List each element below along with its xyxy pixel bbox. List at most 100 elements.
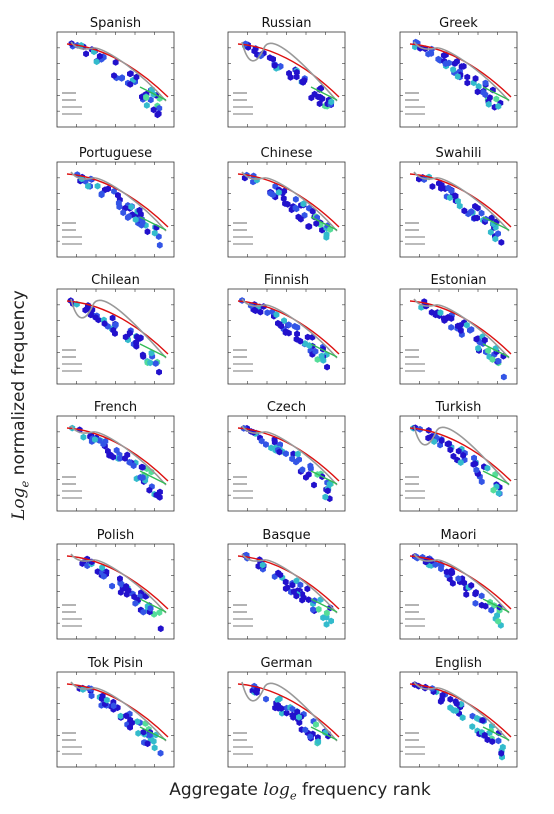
panel-french: French [56,400,175,512]
hexbin-cell [118,580,125,588]
hexbin-cell [469,712,476,720]
hexbin-cell [156,241,163,249]
hexbin-cell [444,440,451,448]
hexbin-cell [455,447,462,455]
fit-curve-red [66,43,169,98]
hexbin-cell [495,102,502,110]
hexbin-cell [300,594,307,602]
hexbin-cell [446,59,452,67]
hexbin-cell [93,58,100,66]
hexbin-cell [443,568,450,576]
hexbin-cell [293,68,300,76]
fit-curve-red [66,683,169,738]
fit-curve-green [139,598,167,613]
panel-title: Czech [267,400,306,415]
hexbin-cell [478,209,485,217]
fit-curve-green [482,598,510,613]
panel-german: German [227,656,346,768]
hexbin-cell [437,698,444,705]
hexbin-cell [112,59,119,66]
hexbin-cell [299,78,306,86]
hexbin-cell [305,596,312,604]
fit-curve-red [66,173,169,228]
hexbin-cell [457,322,464,329]
hexbin-cell [459,714,466,722]
hexbin-cell [117,575,123,583]
hexbin-cell [308,94,315,102]
hexbin-cell [283,709,290,717]
hexbin-cell [485,347,492,354]
hexbin-cell [294,708,301,716]
hexbin-cell [493,95,500,103]
hexbin-cell [300,200,307,208]
hexbin-cell [453,700,460,707]
hexbin-cell [105,185,111,193]
hexbin-cell [132,600,139,607]
hexbin-cell [437,309,444,317]
hexbin-cell [294,330,300,338]
fit-curve-green [139,86,167,101]
hexbin-cell [495,617,502,625]
fit-curve-gray [413,41,510,102]
hexbin-cell [115,199,122,207]
hexbin-cell [150,737,157,745]
hexbin-cell [447,695,454,703]
hexbin-cell [499,743,506,751]
hexbin-cell [428,50,435,57]
hexbin-cell [458,327,464,334]
panel-title: Portuguese [79,146,152,161]
fit-curve-green [310,216,338,231]
hexbin-cell [307,462,314,470]
hexbin-cell [123,583,130,590]
panel-polish: Polish [56,528,175,640]
panel-title: Chinese [261,146,313,161]
hexbin-cell [464,73,471,81]
fit-curve-green [482,86,510,101]
hexbin-cell [293,577,300,585]
fit-curve-red [237,555,340,610]
fit-curve-gray [70,171,167,232]
hexbin-cell [469,723,476,730]
hexbin-cell [125,213,132,220]
hexbin-cell [324,363,330,371]
fit-curve-red [237,173,340,228]
hexbin-cell [139,474,146,481]
hexbin-cell [455,575,462,583]
hexbin-cell [484,736,491,744]
fit-curve-gray [413,681,510,742]
fit-curve-gray [241,681,338,742]
hexbin-cell [80,433,87,441]
hexbin-cell [275,569,282,577]
hexbin-cell [485,100,492,108]
hexbin-cell [310,606,316,613]
hexbin-cell [328,617,334,625]
hexbin-cell [445,184,452,192]
fit-curve-gray [241,425,338,486]
hexbin-cell [323,609,330,617]
hexbin-cell [275,702,281,709]
hexbin-cell [488,606,495,614]
hexbin-cell [117,454,123,462]
hexbin-cell [148,349,155,357]
hexbin-cell [463,591,470,598]
fit-curve-red [409,555,512,610]
hexbin-cell [294,450,301,458]
hexbin-cell [295,213,302,221]
hexbin-cell [478,592,485,600]
hexbin-cell [473,335,480,343]
hexbin-cell [445,313,451,321]
hexbin-cell [289,455,296,463]
hexbin-cell [271,438,278,446]
fit-curve-gray [70,681,167,742]
hexbin-cell [140,608,147,616]
hexbin-cell [472,599,479,607]
hexbin-cell [463,321,470,329]
hexbin-cell [302,726,309,734]
fit-curve-green [482,343,510,358]
hexbin-cell [82,306,89,314]
hexbin-cell [472,202,478,210]
hexbin-cell [282,200,288,207]
panel-estonian: Estonian [399,273,518,385]
hexbin-cell [271,62,278,69]
hexbin-cell [157,488,163,496]
